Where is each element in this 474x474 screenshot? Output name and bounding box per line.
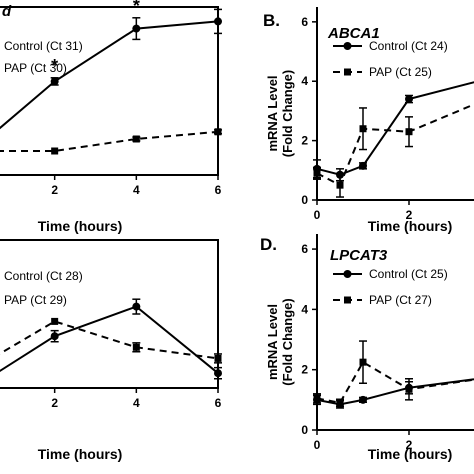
- series-pap: PAP (Ct 29): [0, 293, 222, 364]
- y-tick-label: 0: [301, 193, 308, 207]
- x-tick-label: 0: [314, 438, 321, 452]
- chart-panel-3: 2 4 6 Time (hours) Control (Ct 28) PAP (Ct 29…: [0, 239, 222, 462]
- series-control: Control (Ct 28): [0, 269, 222, 380]
- series-pap: PAP (Ct 27): [313, 293, 474, 408]
- significance-marker: *: [51, 56, 58, 76]
- gene-title: ABCA1: [327, 25, 380, 42]
- legend-label: PAP (Ct 27): [369, 293, 432, 307]
- gene-title: LPCAT3: [330, 247, 388, 264]
- series-control: Control (Ct 31): [0, 8, 222, 130]
- plot-frame: [0, 6, 219, 176]
- series-line: [0, 320, 219, 360]
- data-point: [132, 135, 140, 143]
- data-point: [359, 358, 367, 366]
- data-point: [359, 125, 367, 133]
- y-axis-label-line-2: (Fold Change): [280, 70, 295, 157]
- series-line: [0, 305, 219, 374]
- legend-label: Control (Ct 28): [4, 269, 83, 283]
- data-point: [336, 399, 344, 407]
- data-point: [132, 24, 141, 33]
- data-point: [50, 77, 59, 86]
- plot-frame: [0, 239, 219, 389]
- series-pap: PAP (Ct 30): [0, 61, 222, 155]
- x-axis-label: Time (hours): [368, 446, 453, 462]
- data-point: [51, 317, 59, 325]
- series-control: Control (Ct 25): [313, 267, 474, 409]
- data-point: [214, 354, 222, 362]
- x-tick-label: 4: [133, 396, 140, 410]
- data-point: [51, 147, 59, 155]
- significance-marker: *: [214, 0, 221, 7]
- legend-label: PAP (Ct 25): [369, 65, 432, 79]
- y-tick-label: 2: [301, 363, 308, 377]
- x-tick-label: 2: [51, 183, 58, 197]
- legend-label: Control (Ct 31): [4, 39, 83, 53]
- legend-label: PAP (Ct 30): [4, 61, 67, 75]
- series-pap: PAP (Ct 25): [313, 65, 474, 198]
- x-tick-label: 2: [51, 396, 58, 410]
- significance-marker: *: [133, 0, 140, 16]
- x-tick-label: 6: [215, 183, 222, 197]
- data-point: [214, 17, 222, 26]
- x-tick-label: 4: [133, 183, 140, 197]
- y-tick-label: 4: [301, 302, 308, 316]
- data-point: [405, 385, 413, 393]
- y-tick-label: 6: [301, 15, 308, 29]
- chart-panel-4: 0240246Time (hours)mRNA Level(Fold Chang…: [260, 234, 474, 462]
- x-axis-label: Time (hours): [368, 218, 453, 234]
- y-axis-label-line-1: mRNA Level: [265, 304, 280, 380]
- series-line: [0, 130, 219, 152]
- x-tick-label: 2: [406, 438, 413, 452]
- series-line: [316, 360, 474, 404]
- data-point: [132, 343, 140, 351]
- data-point: [313, 169, 321, 177]
- x-axis-label: Time (hours): [38, 446, 123, 462]
- series-line: [0, 20, 219, 130]
- y-tick-label: 0: [301, 423, 308, 437]
- panel-letter: B.: [263, 11, 280, 30]
- legend-label: PAP (Ct 29): [4, 293, 67, 307]
- series-control: Control (Ct 24): [313, 39, 474, 182]
- legend-marker: [343, 42, 352, 50]
- chart-panel-2: 0240246Time (hours)mRNA Level(Fold Chang…: [263, 7, 474, 234]
- data-point: [50, 332, 59, 341]
- y-axis-label: mRNA Level(Fold Change): [265, 70, 295, 157]
- gene-title: d: [2, 3, 12, 20]
- legend-label: Control (Ct 24): [369, 39, 448, 53]
- data-point: [359, 395, 367, 404]
- legend-marker: [344, 296, 351, 304]
- series-line: [316, 81, 474, 176]
- data-point: [336, 181, 344, 189]
- x-tick-label: 2: [406, 208, 413, 222]
- x-tick-label: 6: [215, 396, 222, 410]
- legend-label: Control (Ct 25): [369, 267, 448, 281]
- data-point: [359, 161, 367, 170]
- data-point: [405, 128, 413, 136]
- y-tick-label: 2: [301, 134, 308, 148]
- y-tick-label: 6: [301, 242, 308, 256]
- x-axis-label: Time (hours): [38, 218, 123, 234]
- y-axis-label-line-1: mRNA Level: [265, 75, 280, 151]
- legend-marker: [343, 270, 352, 278]
- data-point: [313, 394, 321, 402]
- y-axis-label: mRNA Level(Fold Change): [265, 298, 295, 385]
- x-tick-label: 0: [314, 208, 321, 222]
- y-tick-label: 4: [301, 74, 308, 88]
- data-point: [214, 128, 222, 136]
- data-point: [405, 95, 413, 104]
- chart-panel-1: 2 4 6 Time (hours) d Control (Ct 31) PAP (Ct 3…: [0, 0, 222, 234]
- legend-marker: [344, 68, 351, 76]
- panel-letter: D.: [260, 235, 277, 254]
- y-axis-label-line-2: (Fold Change): [280, 298, 295, 385]
- data-point: [132, 302, 141, 311]
- data-point: [214, 369, 222, 378]
